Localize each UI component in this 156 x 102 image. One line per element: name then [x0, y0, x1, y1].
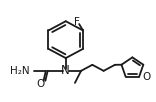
Text: N: N	[61, 64, 70, 77]
Text: O: O	[143, 72, 151, 82]
Text: F: F	[74, 17, 80, 27]
Text: O: O	[36, 79, 45, 89]
Text: H₂N: H₂N	[10, 66, 30, 76]
